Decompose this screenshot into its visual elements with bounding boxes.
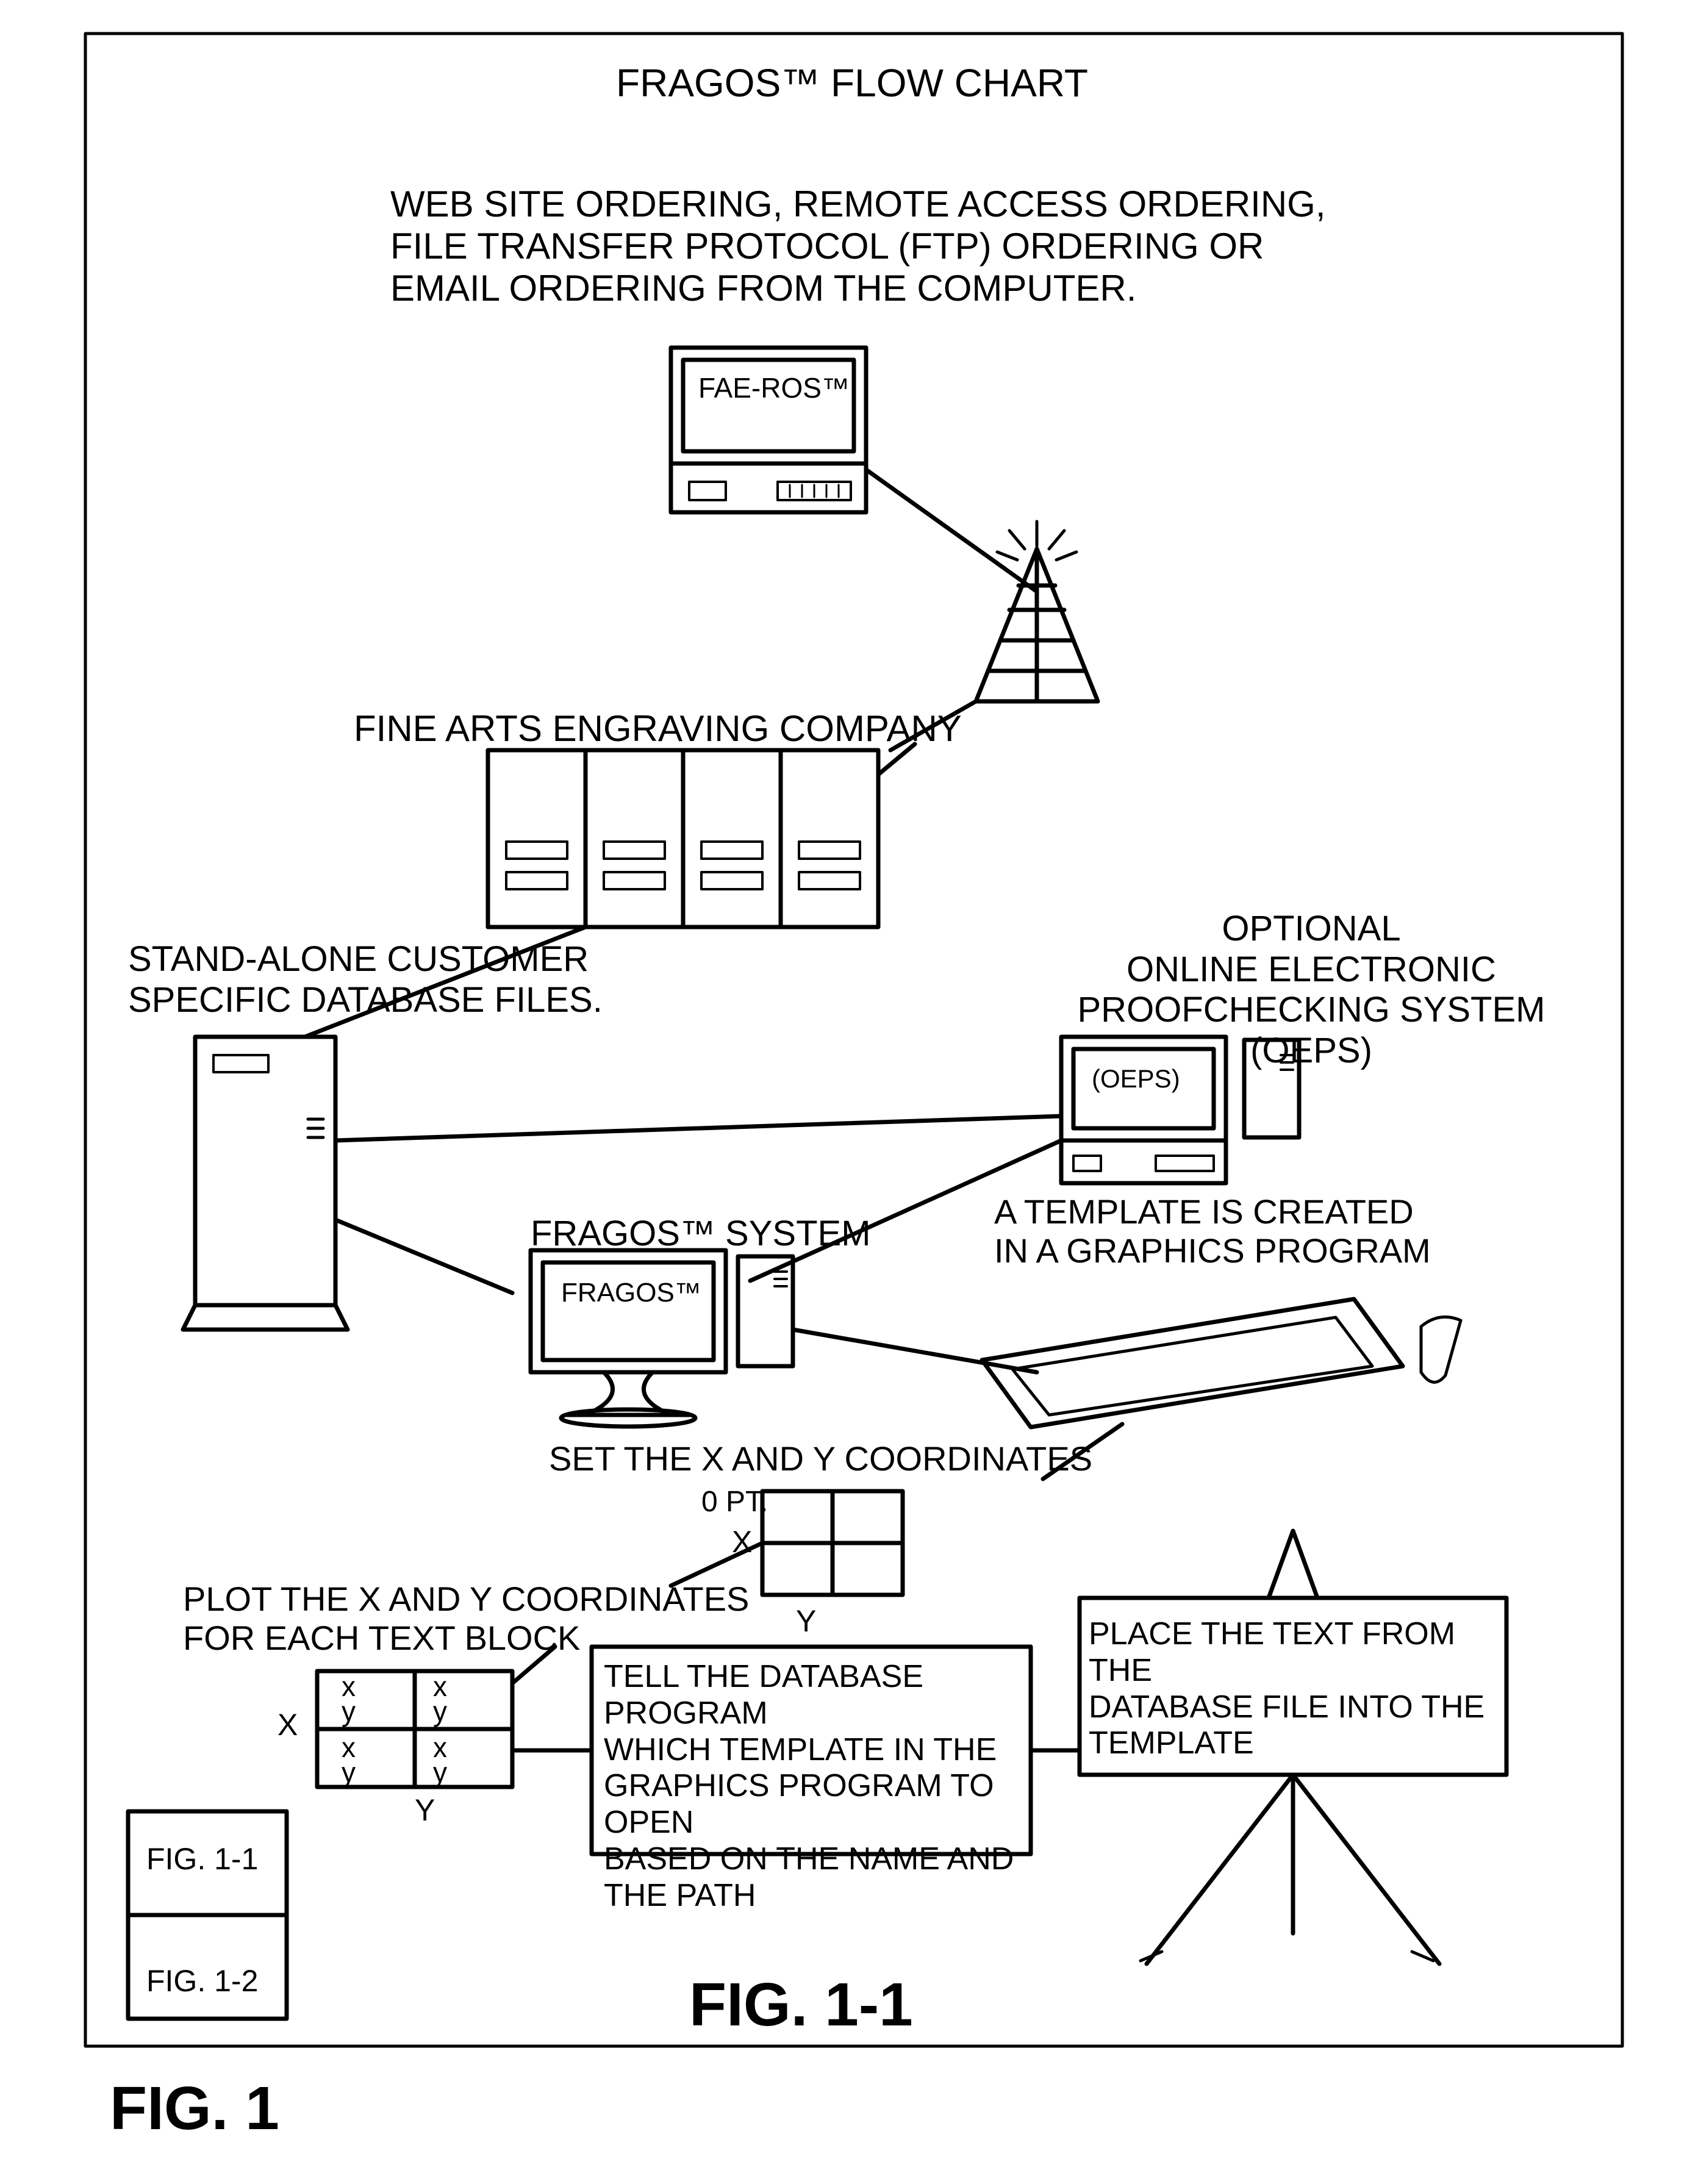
coord-y-label: Y [796,1604,816,1639]
fig-1: FIG. 1 [110,2074,279,2144]
title: FRAGOS™ FLOW CHART [616,61,1165,106]
fragos-screen-text: FRAGOS™ [561,1278,701,1309]
cell-2: x y [433,1674,447,1725]
intro-text: WEB SITE ORDERING, REMOTE ACCESS ORDERIN… [390,183,1427,309]
easel-box-text: PLACE THE TEXT FROM THE DATABASE FILE IN… [1089,1616,1503,1762]
fig-1-1-big: FIG. 1-1 [689,1970,913,2040]
cell-1: x y [342,1674,356,1725]
oeps-screen-text: (OEPS) [1092,1064,1180,1094]
table-x-label: X [278,1708,298,1743]
diagram-canvas: FRAGOS™ FLOW CHART WEB SITE ORDERING, RE… [0,0,1687,2184]
standalone-label: STAND-ALONE CUSTOMER SPECIFIC DATABASE F… [128,939,603,1020]
faeros-screen-text: FAE-ROS™ [698,372,850,404]
fig-1-2-small: FIG. 1-2 [146,1964,258,1999]
tell-db-box-text: TELL THE DATABASE PROGRAM WHICH TEMPLATE… [604,1659,1019,1914]
optional-oeps-label: OPTIONAL ONLINE ELECTRONIC PROOFCHECKING… [1000,909,1622,1072]
cell-3: x y [342,1735,356,1786]
plot-xy-label: PLOT THE X AND Y COORDINATES FOR EACH TE… [183,1580,749,1658]
template-label: A TEMPLATE IS CREATED IN A GRAPHICS PROG… [994,1192,1431,1271]
coord-x-label: X [732,1525,752,1560]
zero-pt-label: 0 PT. [701,1485,768,1519]
table-y-label: Y [415,1793,435,1828]
set-xy-label: SET THE X AND Y COORDINATES [549,1439,1092,1478]
fig-1-1-small: FIG. 1-1 [146,1842,258,1877]
company-label: FINE ARTS ENGRAVING COMPANY [354,707,962,750]
fragos-system-label: FRAGOS™ SYSTEM [531,1214,871,1255]
cell-4: x y [433,1735,447,1786]
